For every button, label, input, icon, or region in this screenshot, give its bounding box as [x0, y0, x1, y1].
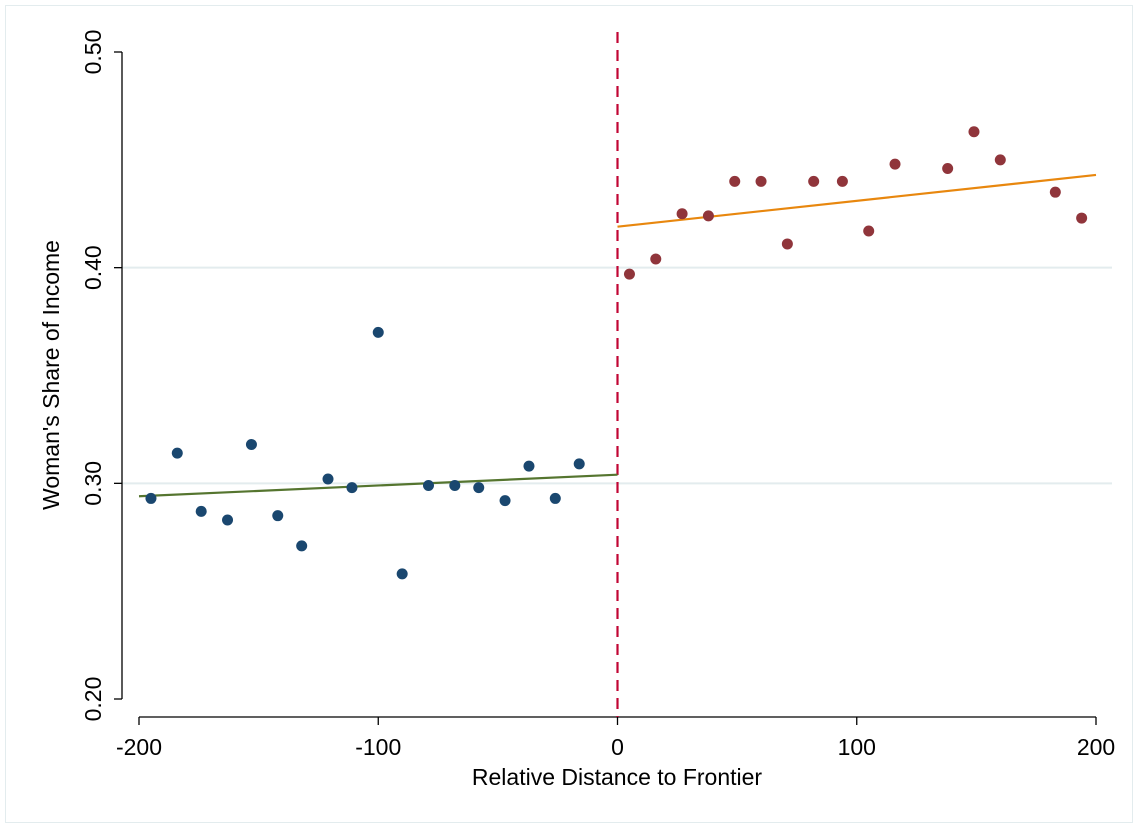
y-tick-label-2: 0.40	[80, 245, 106, 290]
data-point-series0-6	[296, 540, 308, 552]
data-point-series0-7	[322, 473, 334, 485]
data-point-series0-14	[499, 495, 511, 507]
data-point-series0-0	[145, 492, 157, 504]
data-point-series1-6	[781, 238, 793, 250]
data-point-series0-11	[422, 479, 434, 491]
data-point-series0-8	[346, 482, 358, 494]
data-point-series0-15	[523, 460, 535, 472]
data-point-series1-10	[889, 158, 901, 170]
data-point-series1-15	[1076, 212, 1088, 224]
data-point-series1-14	[1049, 186, 1061, 198]
x-tick-label-0: -200	[116, 734, 162, 760]
x-tick-label-4: 200	[1077, 734, 1115, 760]
data-point-series1-3	[702, 210, 714, 222]
x-tick-label-2: 0	[611, 734, 624, 760]
axes: 0.20 0.30 0.40 0.50 -200 -100 0 100 200	[80, 30, 1115, 760]
data-point-series1-9	[863, 225, 875, 237]
data-point-series0-16	[549, 492, 561, 504]
fit-line-0	[138, 473, 618, 498]
data-point-series1-12	[968, 126, 980, 138]
data-point-series0-17	[573, 458, 585, 470]
data-point-series1-13	[994, 154, 1006, 166]
data-point-series0-1	[171, 447, 183, 459]
data-point-series0-9	[372, 326, 384, 338]
data-point-series1-4	[729, 175, 741, 187]
y-axis-label: Woman's Share of Income	[38, 240, 64, 510]
chart-frame	[5, 5, 1133, 823]
data-points	[145, 126, 1088, 580]
data-point-series1-8	[836, 175, 848, 187]
x-tick-label-3: 100	[838, 734, 876, 760]
data-point-series0-12	[449, 479, 461, 491]
data-point-series1-1	[650, 253, 662, 265]
data-point-series1-2	[676, 208, 688, 220]
x-axis-label: Relative Distance to Frontier	[472, 764, 763, 790]
x-tick-label-1: -100	[355, 734, 401, 760]
data-point-series1-11	[942, 162, 954, 174]
y-tick-label-1: 0.30	[80, 461, 106, 506]
data-point-series0-3	[222, 514, 234, 526]
data-point-series0-2	[195, 505, 207, 517]
data-point-series0-13	[473, 482, 485, 494]
fit-lines	[138, 173, 1097, 498]
y-tick-label-0: 0.20	[80, 677, 106, 722]
data-point-series0-10	[396, 568, 408, 580]
data-point-series1-7	[808, 175, 820, 187]
y-tick-label-3: 0.50	[80, 30, 106, 75]
data-point-series1-0	[623, 268, 635, 280]
data-point-series0-4	[245, 439, 257, 451]
data-point-series1-5	[755, 175, 767, 187]
fit-line-1	[617, 173, 1097, 228]
data-point-series0-5	[272, 510, 284, 522]
